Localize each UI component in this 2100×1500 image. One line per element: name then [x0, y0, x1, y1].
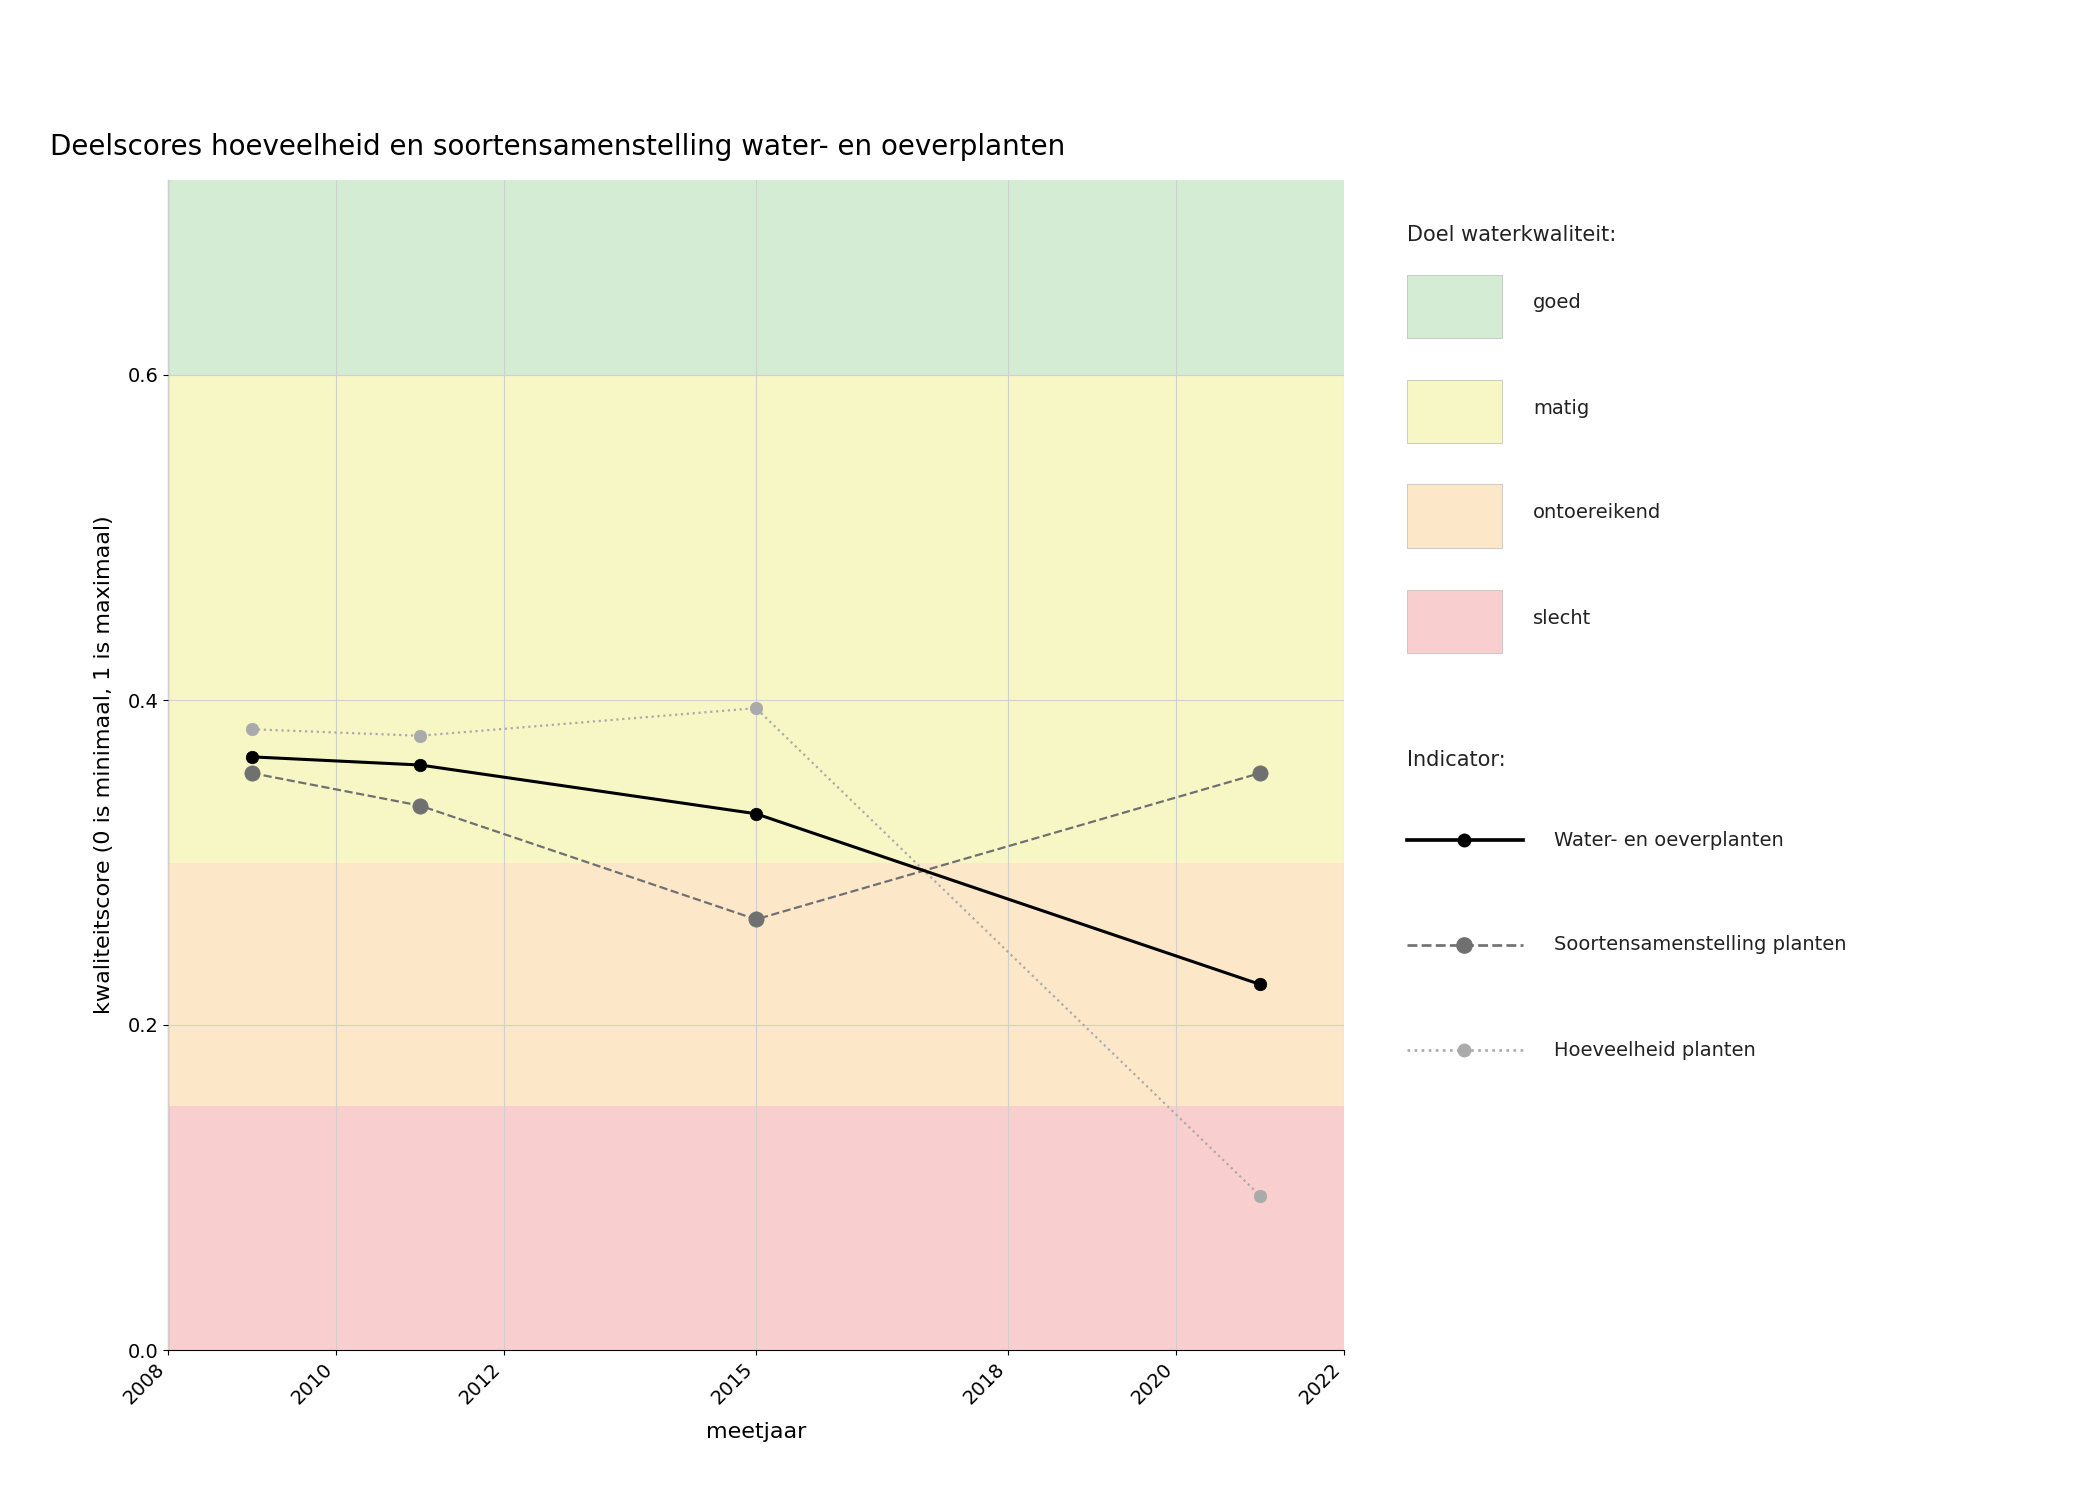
Text: Indicator:: Indicator: [1407, 750, 1506, 770]
Text: Doel waterkwaliteit:: Doel waterkwaliteit: [1407, 225, 1617, 245]
Text: Deelscores hoeveelheid en soortensamenstelling water- en oeverplanten: Deelscores hoeveelheid en soortensamenst… [50, 134, 1065, 160]
Text: matig: matig [1533, 399, 1590, 417]
Text: slecht: slecht [1533, 609, 1592, 627]
Text: Water- en oeverplanten: Water- en oeverplanten [1554, 831, 1783, 849]
Text: goed: goed [1533, 294, 1581, 312]
X-axis label: meetjaar: meetjaar [706, 1422, 806, 1442]
Text: Soortensamenstelling planten: Soortensamenstelling planten [1554, 936, 1846, 954]
Bar [168, 375, 1344, 862]
Text: ontoereikend: ontoereikend [1533, 504, 1661, 522]
Bar [168, 862, 1344, 1107]
Bar [168, 180, 1344, 375]
Text: Hoeveelheid planten: Hoeveelheid planten [1554, 1041, 1756, 1059]
Y-axis label: kwaliteitscore (0 is minimaal, 1 is maximaal): kwaliteitscore (0 is minimaal, 1 is maxi… [94, 516, 113, 1014]
Bar [168, 1107, 1344, 1350]
